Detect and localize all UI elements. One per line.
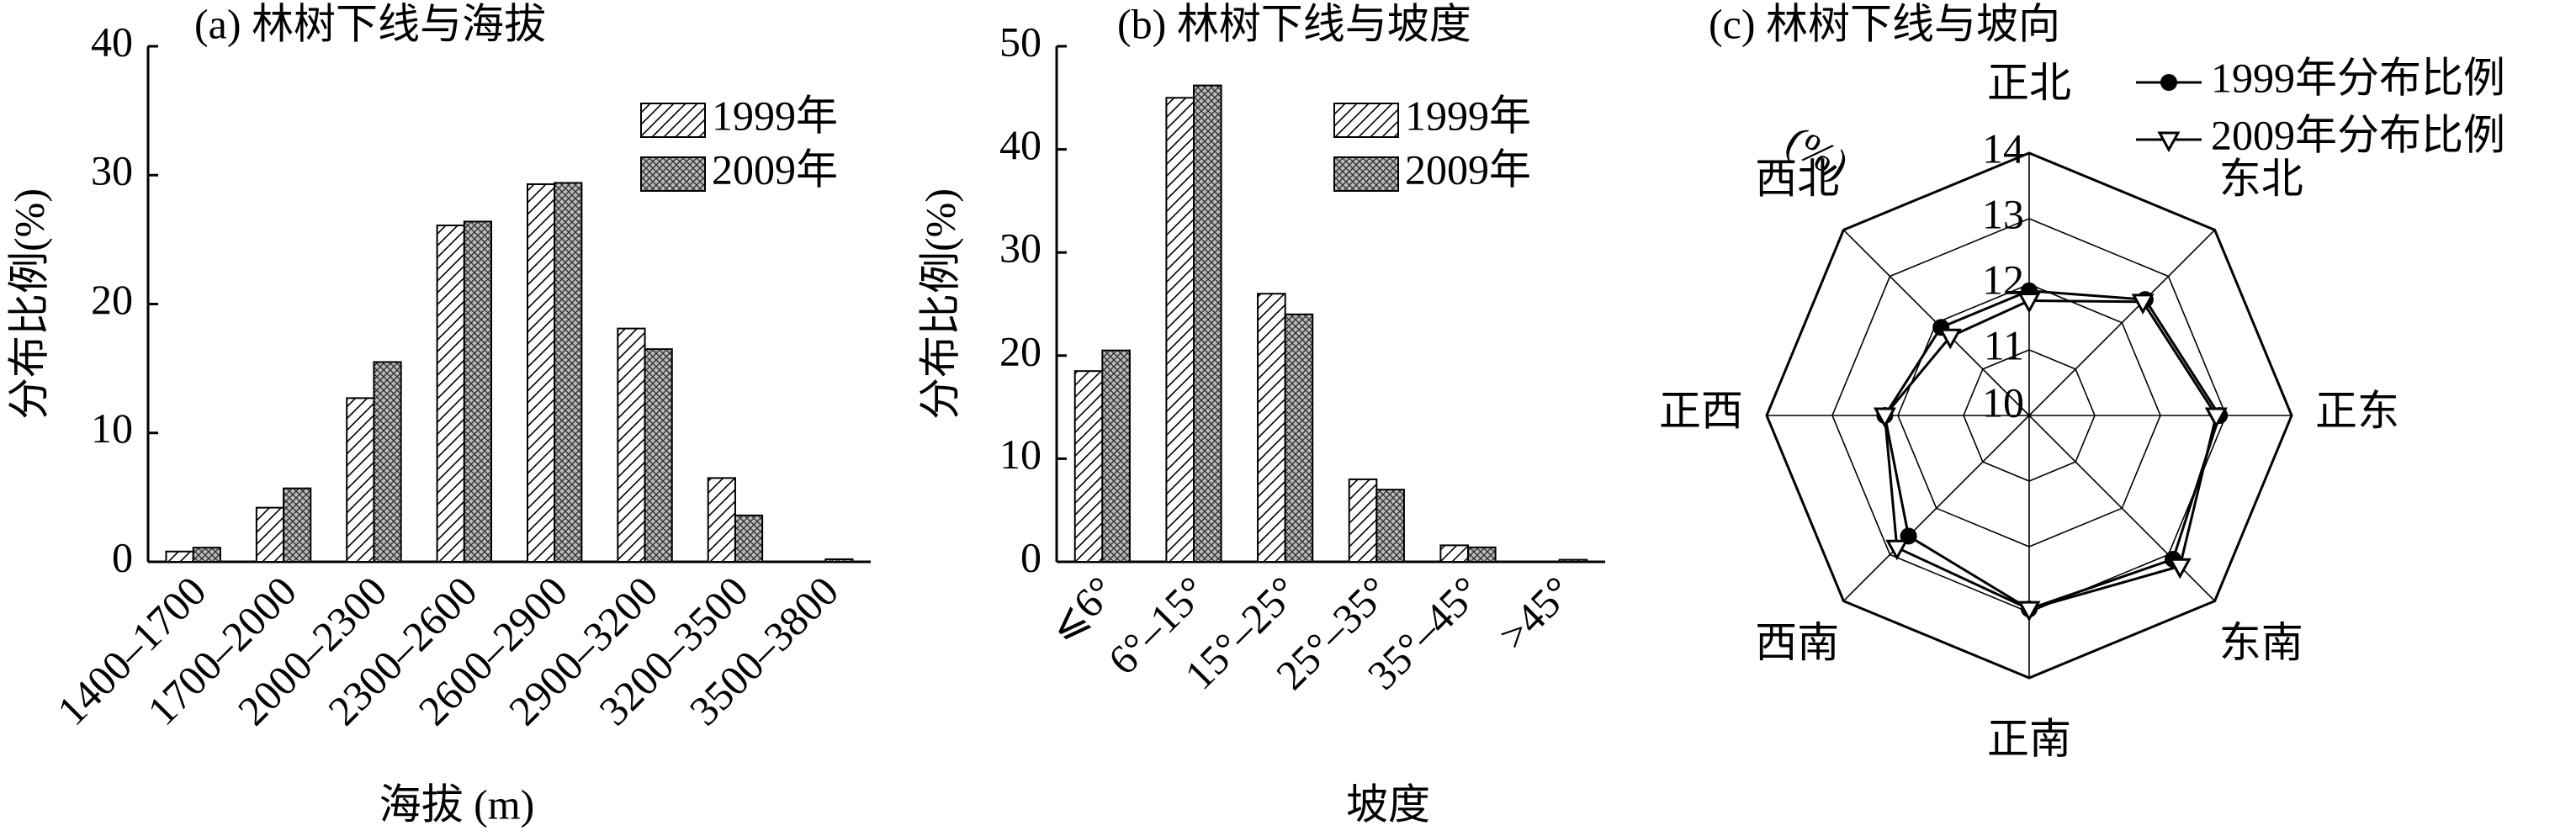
direction-label: 正北 — [1987, 59, 2071, 106]
bar — [824, 558, 854, 563]
y-tick-label: 50 — [999, 18, 1042, 65]
bar — [1284, 313, 1314, 563]
bar — [192, 547, 221, 564]
bar — [1348, 478, 1378, 563]
bar — [283, 487, 312, 564]
y-tick-label: 40 — [999, 121, 1042, 168]
y-axis-label: 分布比例(%) — [916, 188, 963, 420]
point — [1938, 328, 1962, 350]
y-tick-label: 30 — [999, 225, 1042, 272]
y-tick-label: 30 — [91, 147, 133, 194]
bar — [165, 550, 194, 563]
direction-label: 西南 — [1755, 619, 1839, 666]
bar — [1558, 558, 1588, 563]
legend-swatch — [1333, 103, 1399, 138]
bar — [617, 327, 646, 563]
legend-label: 2009年分布比例 — [2211, 111, 2505, 158]
y-tick-label: 0 — [112, 533, 133, 580]
direction-label: 正西 — [1659, 387, 1743, 434]
legend-marker — [2160, 74, 2177, 91]
chart-title: (a) 林树下线与海拔 — [194, 0, 546, 47]
bar — [255, 506, 285, 564]
point — [1885, 539, 1909, 561]
r-tick-label: 10 — [1982, 378, 2024, 426]
y-tick-label: 20 — [999, 327, 1042, 374]
legend-swatch — [640, 103, 706, 138]
direction-label: 正南 — [1987, 715, 2071, 762]
y-tick-label: 0 — [1020, 533, 1042, 580]
bar — [1257, 293, 1286, 563]
bar — [373, 361, 402, 563]
x-tick-label: >45° — [1490, 567, 1582, 659]
y-tick-label: 10 — [91, 405, 133, 452]
bar — [644, 348, 673, 564]
y-tick-label: 10 — [999, 431, 1042, 478]
direction-label: 西北 — [1755, 156, 1839, 203]
chart-title: (b) 林树下线与坡度 — [1117, 0, 1471, 47]
legend-label: 1999年分布比例 — [2211, 54, 2505, 101]
r-tick-label: 14 — [1982, 124, 2024, 172]
bar — [554, 182, 583, 563]
point — [2017, 293, 2041, 314]
y-tick-label: 20 — [91, 276, 133, 323]
y-tick-label: 40 — [91, 18, 133, 65]
legend-marker — [2157, 131, 2181, 153]
chart-title: (c) 林树下线与坡向 — [1709, 0, 2060, 47]
y-axis-label: 分布比例(%) — [5, 188, 52, 420]
direction-label: 正东 — [2315, 387, 2399, 434]
bar — [1439, 544, 1470, 563]
bar — [463, 220, 493, 563]
direction-label: 东南 — [2219, 619, 2303, 666]
bar — [734, 514, 764, 564]
bar — [1165, 97, 1195, 564]
bar — [346, 397, 375, 563]
legend-swatch — [640, 156, 706, 192]
direction-label: 东北 — [2219, 156, 2303, 203]
bar — [526, 183, 556, 563]
r-tick-label: 11 — [1984, 321, 2024, 368]
x-axis-label: 坡度 — [1346, 780, 1430, 828]
legend-swatch — [1333, 156, 1399, 192]
bar — [1193, 84, 1222, 563]
point — [2168, 558, 2192, 579]
spoke — [1842, 415, 2030, 602]
legend-label: 1999年 — [712, 92, 838, 139]
bar — [1101, 349, 1131, 564]
point — [2204, 407, 2228, 429]
spoke — [2028, 229, 2216, 416]
bar — [436, 225, 465, 563]
bar — [1467, 546, 1497, 563]
point — [2017, 601, 2041, 622]
point — [2131, 294, 2155, 315]
bar — [707, 477, 736, 564]
legend-label: 2009年 — [1405, 146, 1531, 193]
legend-label: 2009年 — [712, 146, 838, 193]
x-axis-label: 海拔 (m) — [379, 780, 535, 828]
bar — [1073, 370, 1104, 563]
legend-label: 1999年 — [1405, 92, 1531, 139]
r-tick-label: 13 — [1982, 190, 2024, 237]
point — [1873, 407, 1896, 429]
bar — [1375, 489, 1405, 563]
